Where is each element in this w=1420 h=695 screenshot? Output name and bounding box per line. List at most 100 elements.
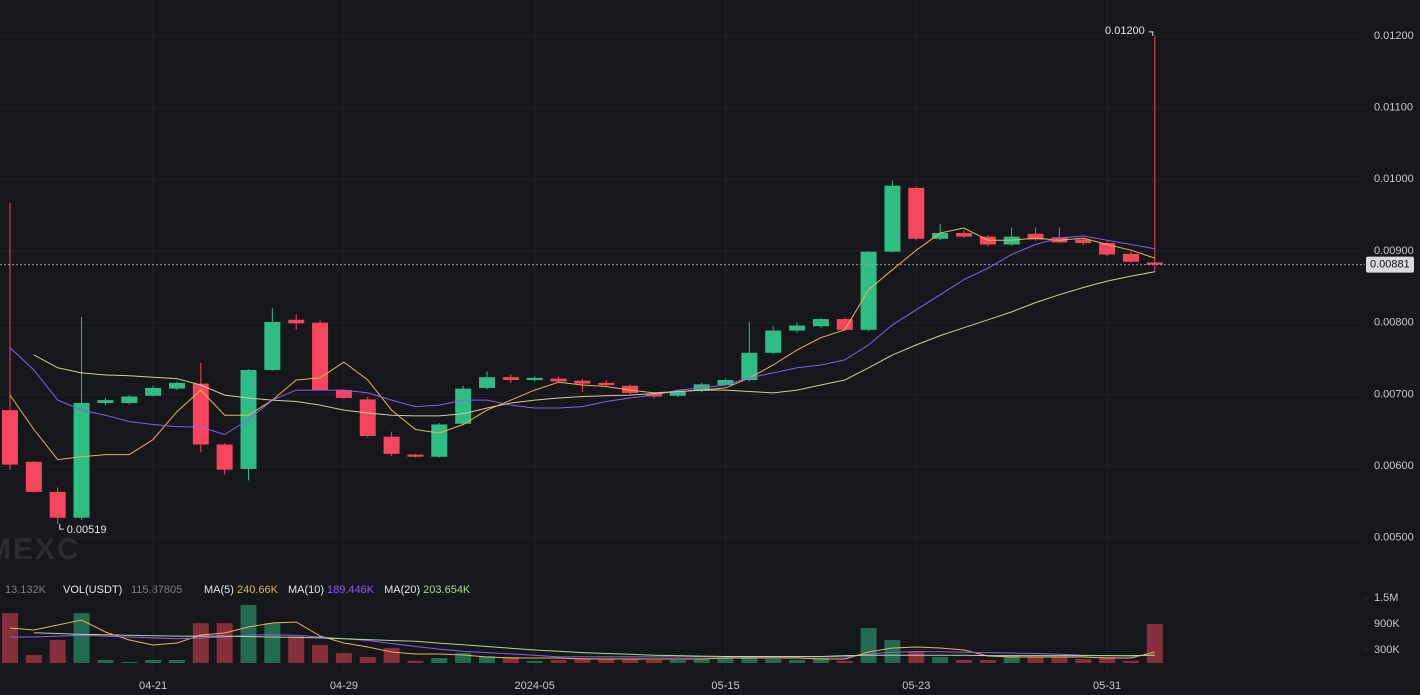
y-tick-label: 0.00900	[1374, 245, 1414, 257]
candle-body	[359, 399, 376, 436]
volume-bar	[574, 658, 591, 663]
candle-body	[383, 436, 400, 454]
volume-bar	[121, 661, 138, 663]
volume-bar	[884, 640, 901, 663]
candle-body	[335, 390, 352, 398]
candle-body	[741, 352, 758, 381]
legend-previous: 13.132K	[5, 584, 47, 596]
volume-bar	[550, 659, 567, 663]
volume-bar	[264, 623, 281, 663]
candle-body	[526, 377, 543, 381]
volume-bar	[240, 604, 257, 663]
volume-tick-label: 300K	[1374, 644, 1400, 656]
annotation-hook	[1148, 31, 1154, 36]
volume-bar	[25, 654, 42, 663]
legend-ma-value: 189.446K	[327, 584, 375, 596]
legend-volume-value: 115.87805	[131, 584, 182, 596]
legend-ma-name: MA(20)	[384, 584, 420, 596]
candle-body	[765, 330, 782, 353]
candle-body	[1099, 243, 1116, 255]
volume-bar	[1099, 656, 1116, 663]
candle-body	[860, 251, 877, 330]
candle-body	[836, 319, 853, 330]
x-tick-label: 04-21	[139, 680, 167, 692]
volume-bar	[956, 659, 972, 663]
volume-bar	[717, 658, 734, 663]
last-price-label: 0.00881	[1370, 258, 1410, 270]
volume-bar	[645, 659, 662, 663]
volume-bar	[335, 653, 352, 663]
candle-body	[407, 454, 424, 457]
volume-bar	[145, 659, 162, 663]
candle-body	[73, 402, 90, 518]
volume-bar	[1051, 656, 1068, 663]
volume-bar	[407, 660, 424, 663]
candle-body	[479, 377, 495, 388]
volume-bar	[1146, 624, 1163, 663]
legend-ma-name: MA(10)	[288, 584, 324, 596]
candle-body	[288, 319, 305, 324]
candle-body	[49, 491, 66, 518]
price-ma-line	[9, 227, 1155, 461]
candle-body	[956, 233, 972, 237]
volume-bar	[622, 659, 639, 663]
candle-body	[97, 400, 114, 403]
volume-bar	[168, 659, 185, 663]
volume-bar	[693, 659, 710, 663]
volume-bar	[789, 659, 806, 663]
volume-bar	[359, 656, 376, 663]
candle-body	[622, 385, 639, 393]
candle-body	[669, 391, 686, 396]
volume-bar	[932, 656, 949, 663]
candle-body	[884, 185, 901, 252]
candle-body	[1075, 239, 1092, 244]
legend-ma-value: 240.66K	[237, 584, 279, 596]
volume-ma-line	[33, 632, 1155, 657]
candle-body	[2, 410, 18, 465]
price-ma-line	[9, 235, 1155, 436]
y-tick-label: 0.01100	[1374, 101, 1413, 113]
candle-body	[1027, 233, 1044, 240]
candle-body	[1122, 253, 1139, 262]
candle-body	[1146, 262, 1163, 265]
volume-bar	[312, 645, 329, 663]
volume-bar	[288, 636, 305, 663]
candle-body	[455, 388, 472, 424]
y-tick-label: 0.01200	[1374, 30, 1414, 42]
volume-ma-line	[10, 634, 1155, 658]
legend-volume-label: VOL(USDT)	[63, 584, 122, 596]
volume-bar	[455, 653, 472, 663]
volume-bar	[860, 627, 877, 663]
volume-bar	[2, 613, 18, 663]
volume-bar	[479, 656, 495, 663]
candle-body	[717, 380, 734, 386]
low-label: 0.00519	[67, 524, 107, 536]
candle-body	[121, 396, 138, 403]
legend-ma-name: MA(5)	[204, 584, 234, 596]
y-tick-label: 0.00800	[1374, 317, 1414, 329]
candle-body	[574, 380, 591, 384]
candle-body	[598, 382, 615, 386]
legend-ma-value: 203.654K	[423, 584, 471, 596]
y-tick-label: 0.00500	[1374, 532, 1414, 544]
volume-bar	[192, 623, 209, 663]
candle-body	[312, 322, 329, 391]
annotation-hook	[59, 524, 64, 530]
price-ma-line	[33, 271, 1155, 417]
volume-bar	[765, 659, 782, 663]
y-tick-label: 0.00600	[1374, 460, 1414, 472]
candle-body	[789, 325, 806, 331]
volume-bar	[1003, 654, 1020, 663]
volume-bar	[1075, 659, 1092, 663]
candle-body	[812, 319, 829, 327]
volume-bar	[741, 656, 758, 663]
volume-ma-line	[9, 619, 1155, 660]
candle-body	[908, 187, 925, 239]
candle-body	[431, 424, 448, 457]
candle-body	[502, 377, 519, 381]
last-price-tag	[1366, 256, 1414, 273]
volume-bar	[73, 613, 90, 663]
volume-bar	[908, 650, 925, 663]
volume-bar	[836, 660, 853, 663]
